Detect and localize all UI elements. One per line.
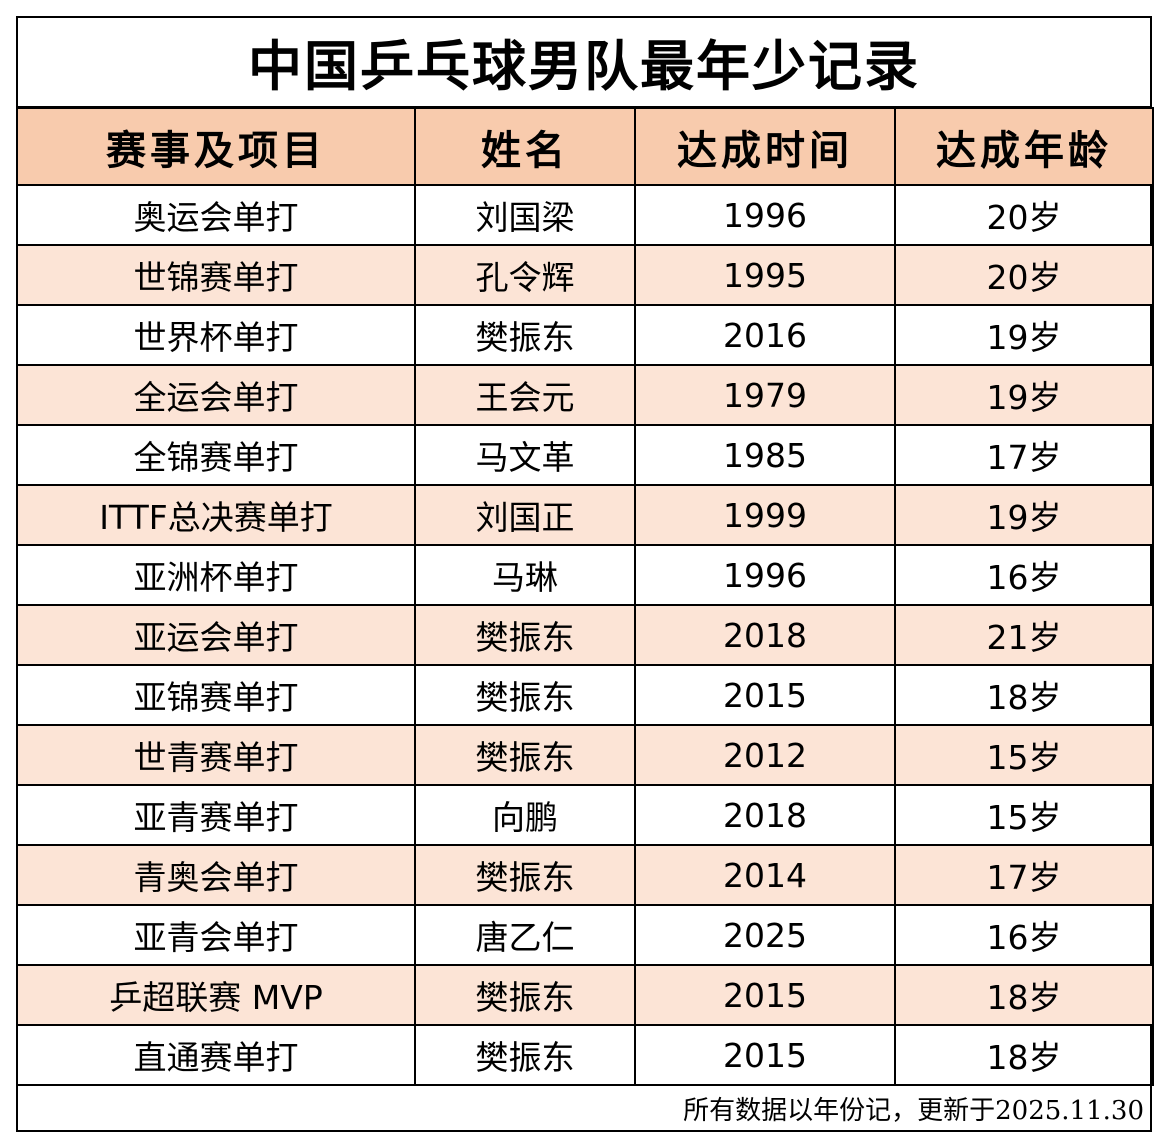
table-row: 全运会单打 王会元 1979 19岁 (16, 364, 1154, 426)
cell-name: 孔令辉 (414, 244, 636, 306)
cell-event: 全锦赛单打 (16, 424, 416, 486)
cell-year: 2016 (634, 304, 896, 366)
cell-age: 18岁 (894, 1024, 1154, 1086)
header-event: 赛事及项目 (16, 107, 416, 186)
cell-age: 17岁 (894, 424, 1154, 486)
cell-event: 亚青赛单打 (16, 784, 416, 846)
cell-name: 向鹏 (414, 784, 636, 846)
table-row: 亚青会单打 唐乙仁 2025 16岁 (16, 904, 1154, 966)
header-year: 达成时间 (634, 107, 896, 186)
table-row: 亚青赛单打 向鹏 2018 15岁 (16, 784, 1154, 846)
cell-event: 亚青会单打 (16, 904, 416, 966)
table-row: 亚运会单打 樊振东 2018 21岁 (16, 604, 1154, 666)
cell-name: 樊振东 (414, 304, 636, 366)
header-row: 赛事及项目 姓名 达成时间 达成年龄 (16, 107, 1154, 186)
cell-name: 马文革 (414, 424, 636, 486)
cell-age: 18岁 (894, 964, 1154, 1026)
header-name: 姓名 (414, 107, 636, 186)
cell-event: 直通赛单打 (16, 1024, 416, 1086)
cell-age: 20岁 (894, 184, 1154, 246)
table-row: 奥运会单打 刘国梁 1996 20岁 (16, 184, 1154, 246)
cell-name: 马琳 (414, 544, 636, 606)
cell-name: 刘国梁 (414, 184, 636, 246)
cell-event: 青奥会单打 (16, 844, 416, 906)
cell-event: 世锦赛单打 (16, 244, 416, 306)
cell-event: 亚运会单打 (16, 604, 416, 666)
cell-age: 19岁 (894, 484, 1154, 546)
records-table: 赛事及项目 姓名 达成时间 达成年龄 奥运会单打 刘国梁 1996 20岁 世锦赛单打孔… (16, 107, 1154, 1086)
cell-name: 樊振东 (414, 664, 636, 726)
cell-age: 15岁 (894, 784, 1154, 846)
table-row: ITTF总决赛单打 刘国正 1999 19岁 (16, 484, 1154, 546)
cell-year: 1979 (634, 364, 896, 426)
cell-age: 19岁 (894, 364, 1154, 426)
cell-year: 1999 (634, 484, 896, 546)
cell-age: 17岁 (894, 844, 1154, 906)
cell-year: 1985 (634, 424, 896, 486)
header-age: 达成年龄 (894, 107, 1154, 186)
cell-age: 19岁 (894, 304, 1154, 366)
cell-age: 15岁 (894, 724, 1154, 786)
cell-name: 樊振东 (414, 844, 636, 906)
cell-year: 2018 (634, 784, 896, 846)
cell-name: 樊振东 (414, 724, 636, 786)
table-row: 世界杯单打 樊振东 2016 19岁 (16, 304, 1154, 366)
cell-name: 樊振东 (414, 1024, 636, 1086)
footer-note: 所有数据以年份记，更新于2025.11.30 (683, 1095, 1144, 1126)
table-row: 青奥会单打 樊振东 2014 17岁 (16, 844, 1154, 906)
table-row: 亚锦赛单打 樊振东 2015 18岁 (16, 664, 1154, 726)
cell-event: 世青赛单打 (16, 724, 416, 786)
cell-name: 王会元 (414, 364, 636, 426)
cell-year: 2012 (634, 724, 896, 786)
cell-year: 2025 (634, 904, 896, 966)
cell-event: 奥运会单打 (16, 184, 416, 246)
cell-name: 唐乙仁 (414, 904, 636, 966)
cell-event: 亚锦赛单打 (16, 664, 416, 726)
cell-event: 全运会单打 (16, 364, 416, 426)
cell-event: 乒超联赛 MVP (16, 964, 416, 1026)
cell-age: 21岁 (894, 604, 1154, 666)
cell-event: 世界杯单打 (16, 304, 416, 366)
cell-name: 刘国正 (414, 484, 636, 546)
cell-age: 16岁 (894, 544, 1154, 606)
cell-name: 樊振东 (414, 604, 636, 666)
cell-year: 1995 (634, 244, 896, 306)
cell-year: 2014 (634, 844, 896, 906)
cell-year: 2015 (634, 664, 896, 726)
cell-year: 2015 (634, 1024, 896, 1086)
table-row: 乒超联赛 MVP 樊振东 2015 18岁 (16, 964, 1154, 1026)
cell-age: 16岁 (894, 904, 1154, 966)
cell-age: 18岁 (894, 664, 1154, 726)
cell-year: 2018 (634, 604, 896, 666)
cell-year: 1996 (634, 544, 896, 606)
cell-year: 1996 (634, 184, 896, 246)
cell-event: ITTF总决赛单打 (16, 484, 416, 546)
table-row: 亚洲杯单打 马琳 1996 16岁 (16, 544, 1154, 606)
cell-name: 樊振东 (414, 964, 636, 1026)
cell-year: 2015 (634, 964, 896, 1026)
cell-age: 20岁 (894, 244, 1154, 306)
table-row: 全锦赛单打 马文革 1985 17岁 (16, 424, 1154, 486)
table-row: 直通赛单打 樊振东 2015 18岁 (16, 1024, 1154, 1086)
table-row: 世锦赛单打 孔令辉 1995 20岁 (16, 244, 1154, 306)
page-title: 中国乒乓球男队最年少记录 (16, 16, 1152, 108)
table-row: 世青赛单打 樊振东 2012 15岁 (16, 724, 1154, 786)
cell-event: 亚洲杯单打 (16, 544, 416, 606)
